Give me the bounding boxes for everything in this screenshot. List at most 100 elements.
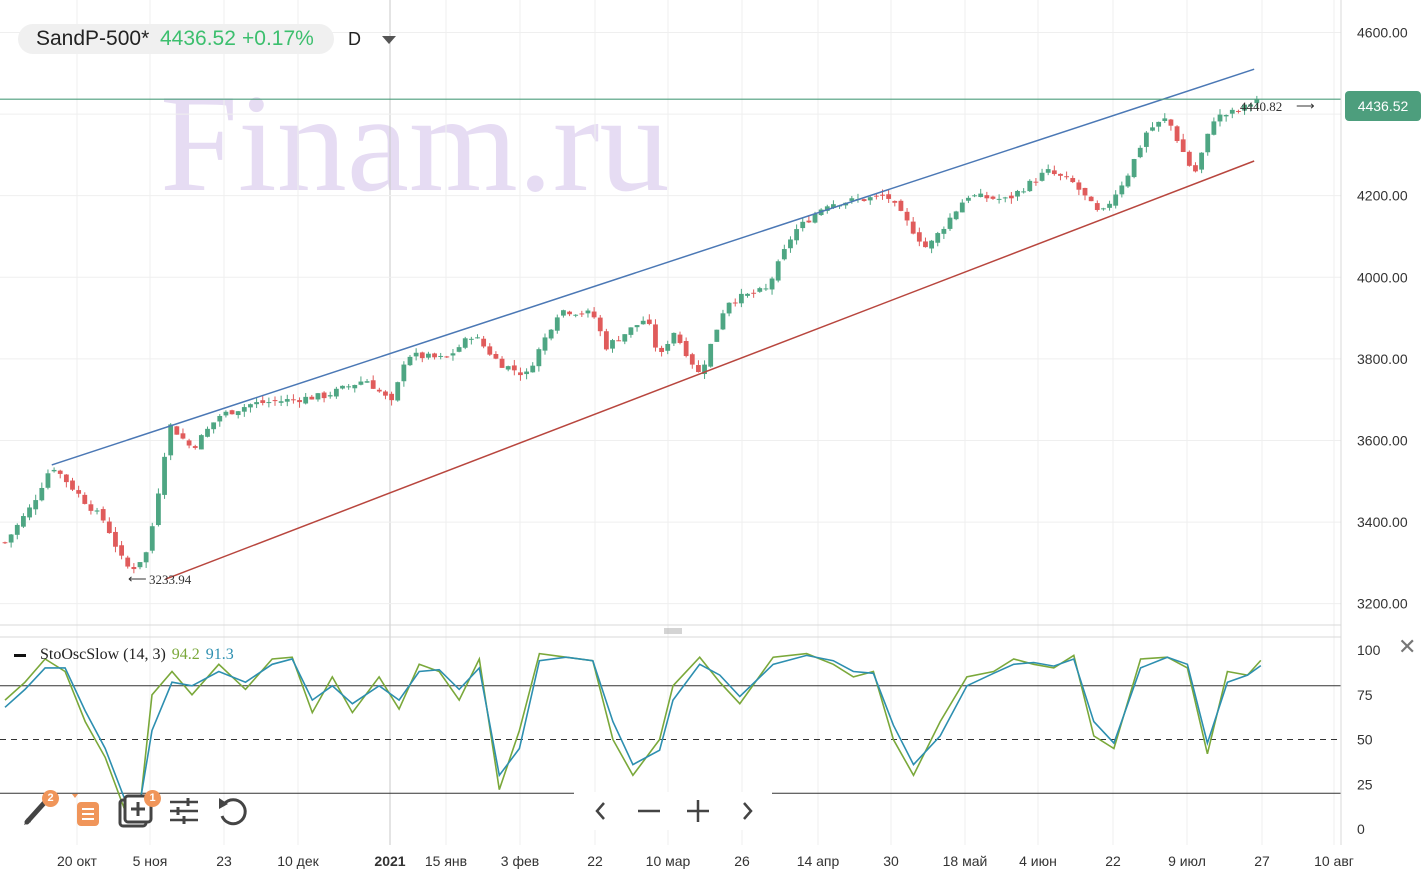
- trend-lines[interactable]: [0, 68, 1341, 580]
- add-indicator-button[interactable]: 1: [118, 790, 161, 830]
- oscillator-pane: 100 75 50 25 0: [0, 642, 1381, 837]
- candle: [383, 390, 388, 400]
- upper-trend-line[interactable]: [51, 68, 1255, 466]
- candle: [223, 410, 229, 418]
- symbol-name[interactable]: SandP-500*: [36, 27, 150, 50]
- candle: [1058, 173, 1063, 181]
- candle: [1205, 133, 1211, 156]
- candle: [757, 286, 763, 293]
- x-tick-label: 10 авг: [1314, 853, 1354, 869]
- candle: [567, 310, 572, 317]
- candle: [315, 392, 321, 402]
- candle: [395, 381, 401, 402]
- x-tick-label: 5 ноя: [133, 853, 168, 869]
- candle: [100, 506, 106, 523]
- x-tick-label: 27: [1254, 853, 1270, 869]
- candle: [935, 231, 941, 247]
- candle: [63, 474, 69, 488]
- candle: [364, 378, 370, 383]
- candle: [125, 555, 131, 569]
- pane-resize-handle[interactable]: [664, 628, 682, 634]
- candle: [769, 276, 775, 295]
- candle: [1088, 196, 1094, 202]
- candle: [1094, 200, 1100, 212]
- plus-icon: [687, 800, 709, 822]
- objects-list-button[interactable]: [72, 792, 110, 830]
- candle: [297, 397, 302, 408]
- zoom-out-button[interactable]: [632, 794, 666, 828]
- candle: [505, 365, 511, 372]
- candle: [996, 194, 1002, 204]
- osc-tick-label: 75: [1357, 687, 1373, 703]
- zoom-in-button[interactable]: [681, 794, 715, 828]
- lower-trend-line[interactable]: [165, 160, 1255, 580]
- time-axis[interactable]: 20 окт 5 ноя 23 10 дек 2021 15 янв 3 фев 22 10 м…: [57, 853, 1354, 869]
- x-tick-label: 10 дек: [277, 853, 319, 869]
- candle: [211, 422, 217, 434]
- candle: [1223, 114, 1229, 122]
- candle: [898, 199, 904, 212]
- candle: [376, 387, 382, 393]
- candle: [1021, 188, 1027, 194]
- candle: [272, 396, 278, 406]
- candle: [603, 328, 609, 351]
- candle: [794, 224, 799, 245]
- series-color-icon: [14, 653, 26, 657]
- close-oscillator-icon[interactable]: ✕: [1398, 634, 1417, 659]
- candle: [597, 314, 603, 337]
- interval-selector[interactable]: D: [348, 29, 361, 49]
- scroll-left-button[interactable]: [584, 794, 618, 828]
- candle: [554, 314, 560, 334]
- candle: [1186, 150, 1192, 167]
- candle: [579, 310, 585, 317]
- x-tick-label: 9 июл: [1168, 853, 1206, 869]
- candle: [407, 355, 413, 367]
- candle: [438, 352, 444, 360]
- candle: [548, 329, 554, 341]
- candle: [953, 210, 959, 221]
- candle: [327, 391, 333, 399]
- chevron-right-icon: [743, 802, 753, 820]
- candle: [1248, 102, 1254, 112]
- osc-tick-label: 100: [1357, 642, 1381, 658]
- candle: [88, 500, 94, 515]
- candle: [861, 198, 867, 202]
- drawing-tools-button[interactable]: 2: [18, 790, 59, 830]
- chevron-left-icon: [595, 802, 605, 820]
- candle: [358, 376, 364, 386]
- candle: [671, 332, 677, 347]
- candle: [113, 527, 118, 553]
- candle: [904, 208, 910, 226]
- last-price: 4436.52: [160, 27, 236, 50]
- candle: [1217, 109, 1223, 127]
- candle: [186, 438, 192, 449]
- candle: [616, 335, 622, 342]
- candle: [1064, 171, 1070, 180]
- candle: [248, 403, 253, 413]
- reset-button[interactable]: [214, 792, 252, 830]
- y-tick-label: 4200.00: [1357, 188, 1408, 204]
- high-annotation: 4440.82: [1240, 99, 1282, 114]
- candle: [1008, 192, 1014, 204]
- candle: [972, 194, 977, 198]
- candle: [1045, 164, 1051, 176]
- candle: [450, 348, 456, 361]
- scroll-right-button[interactable]: [730, 794, 764, 828]
- symbol-header[interactable]: [18, 24, 334, 54]
- candle: [886, 190, 892, 203]
- oscillator-legend[interactable]: StoOscSlow (14, 3) 94.2 91.3: [14, 646, 234, 664]
- candle: [156, 488, 161, 527]
- candle: [419, 351, 425, 363]
- osc-tick-label: 50: [1357, 732, 1373, 748]
- chevron-down-icon[interactable]: [382, 36, 396, 44]
- candle: [352, 384, 358, 393]
- settings-button[interactable]: [166, 792, 204, 830]
- candle: [1002, 196, 1008, 203]
- candle: [370, 375, 376, 390]
- candle: [235, 411, 241, 419]
- candle: [487, 343, 493, 356]
- candle: [610, 338, 615, 353]
- candle: [702, 360, 707, 379]
- sliders-icon: [170, 798, 198, 824]
